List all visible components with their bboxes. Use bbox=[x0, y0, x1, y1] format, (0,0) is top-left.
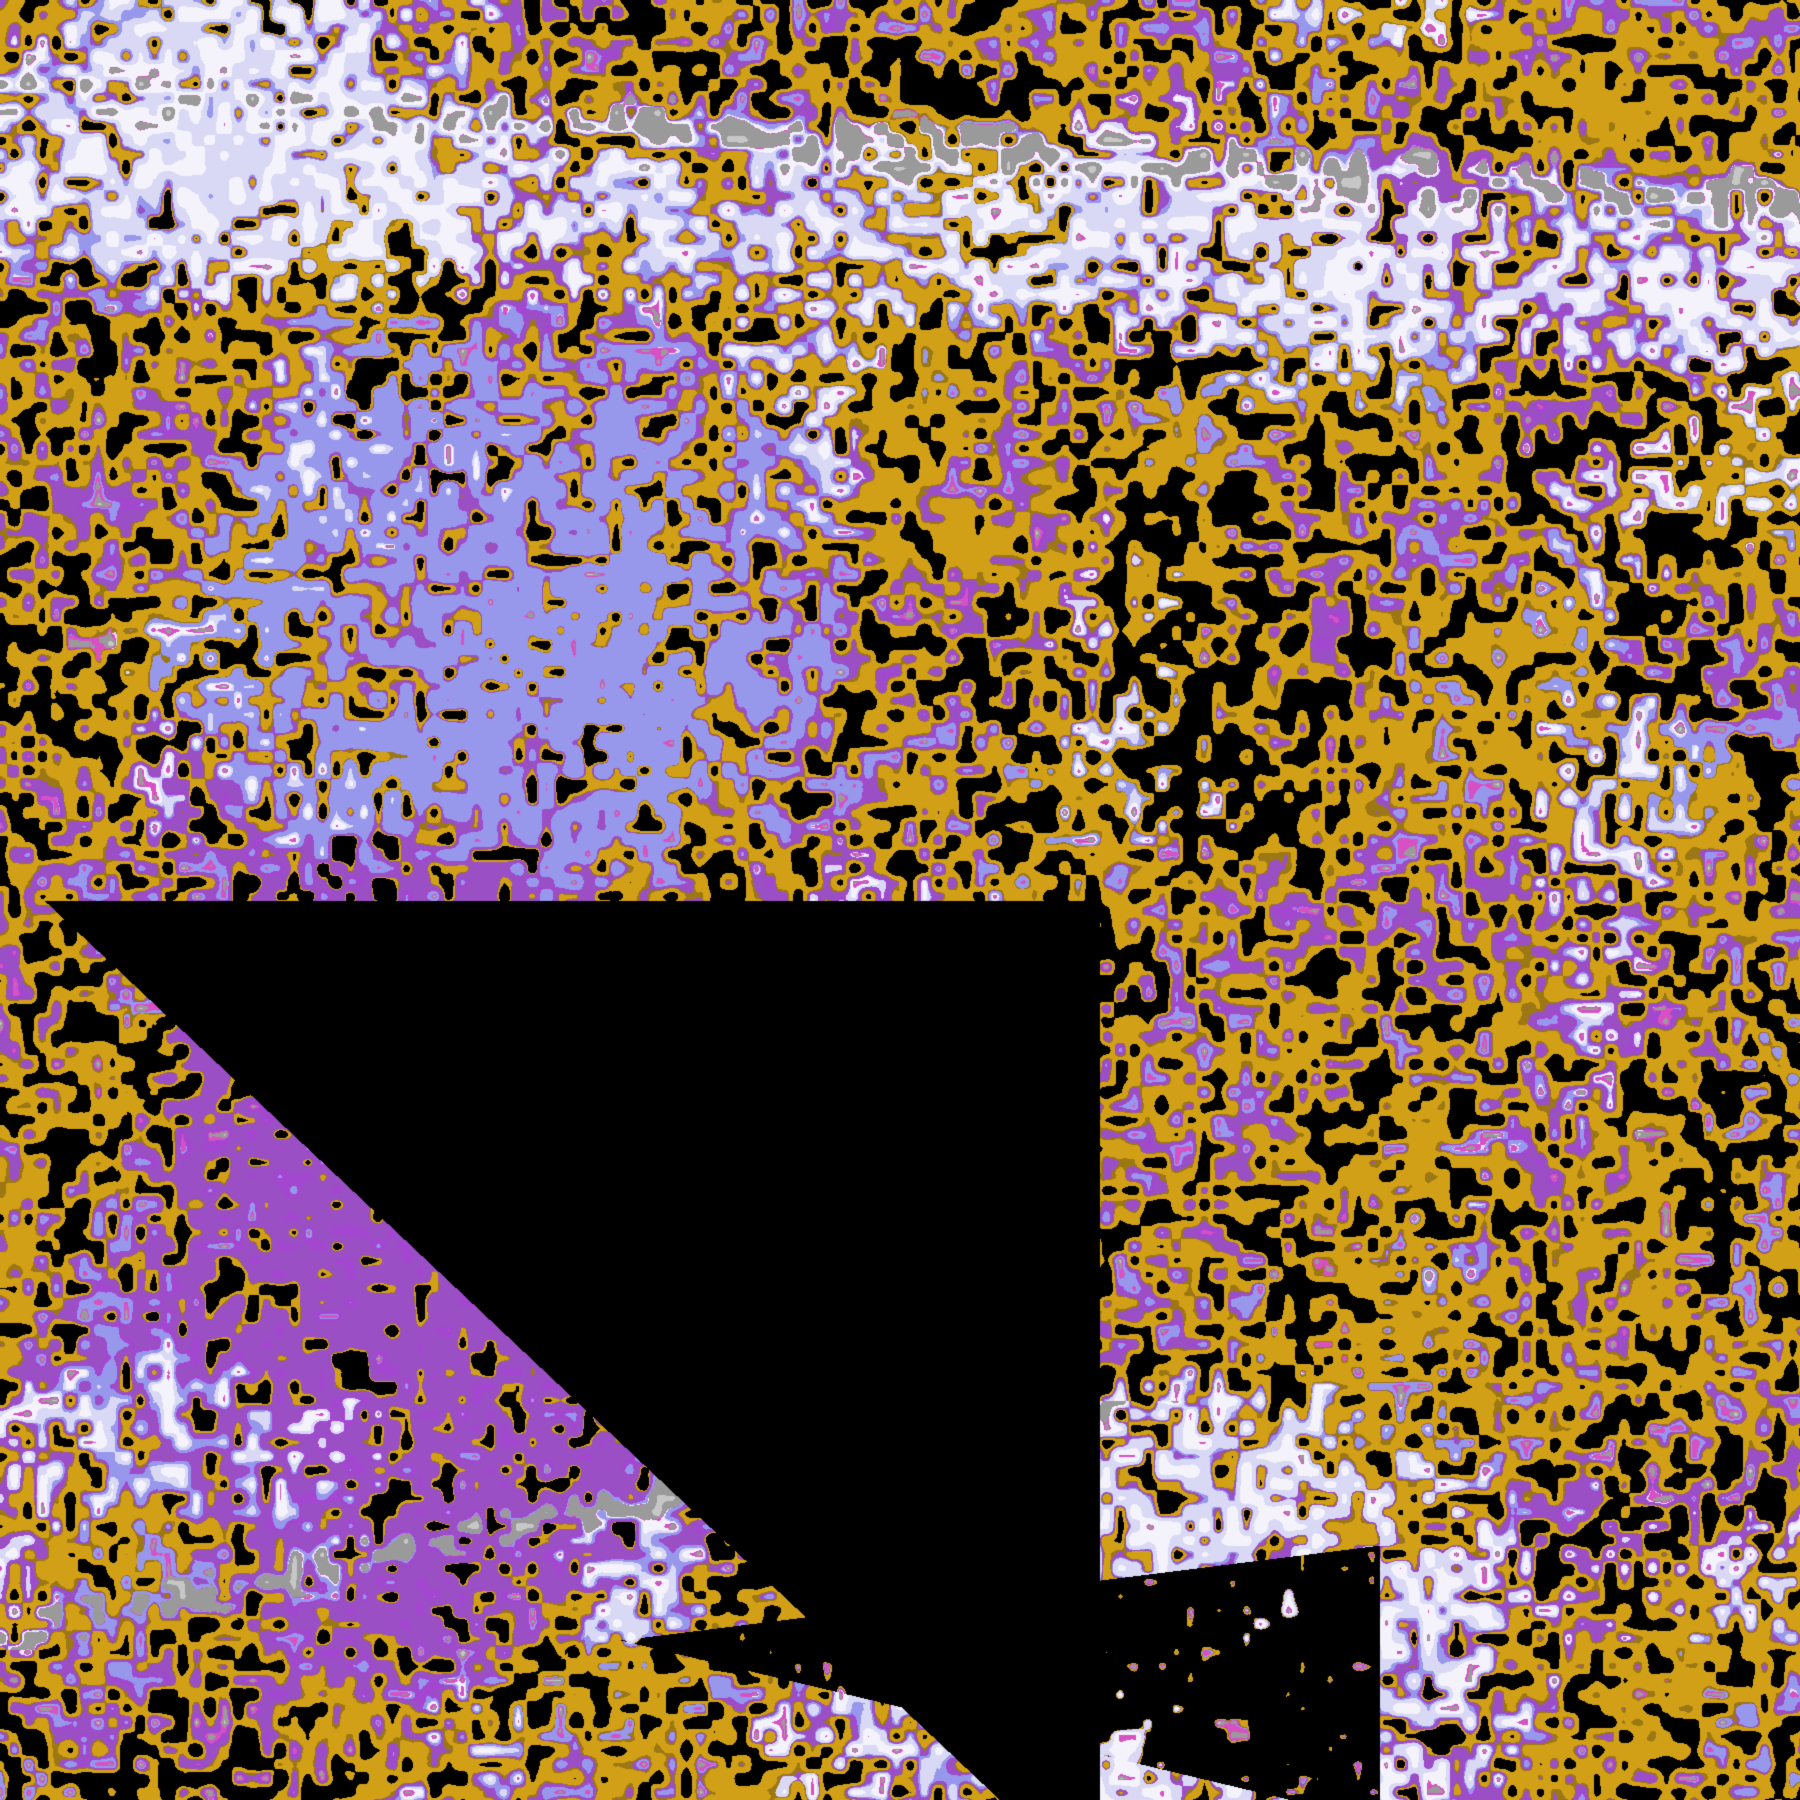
classification-map-canvas bbox=[0, 0, 1800, 1800]
classification-map-canvas-container bbox=[0, 0, 1800, 1800]
